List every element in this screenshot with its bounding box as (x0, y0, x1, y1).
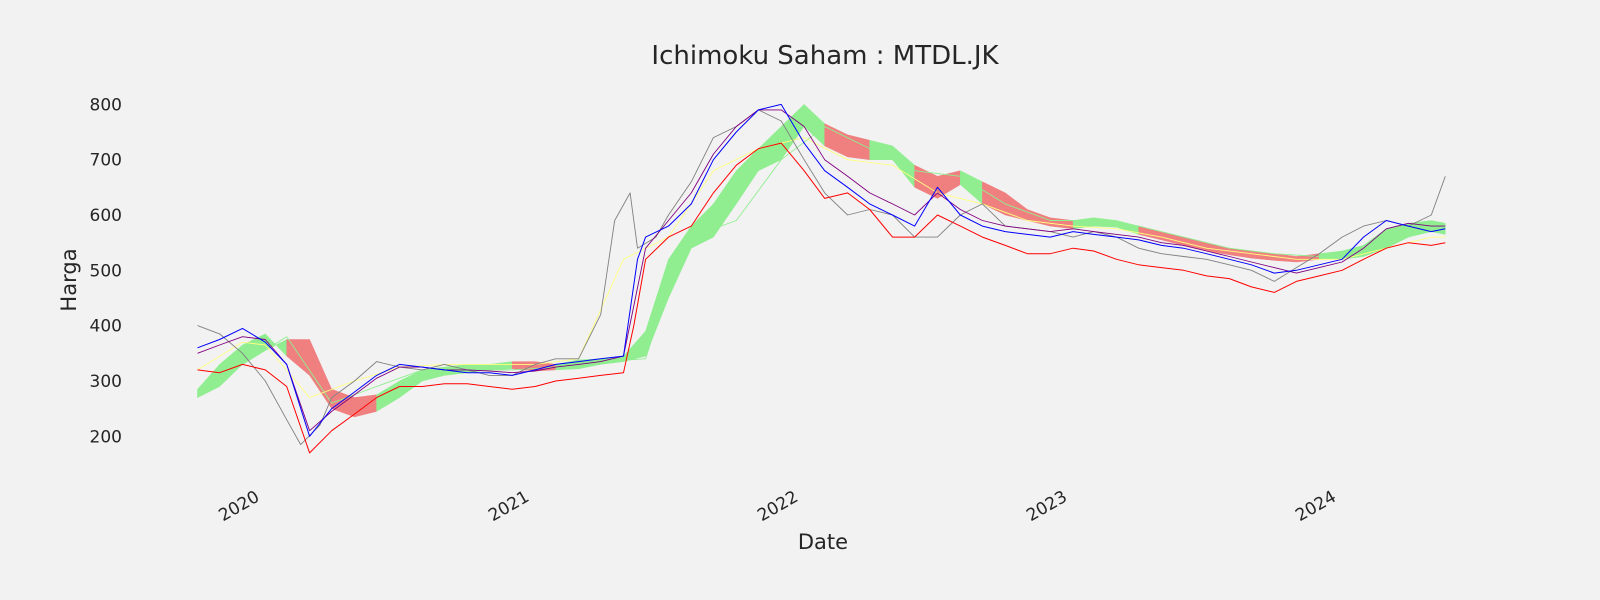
series-line-senkou-b (197, 137, 1446, 399)
y-tick-label: 700 (90, 151, 122, 171)
series-line-tenkan (197, 103, 1446, 437)
y-tick-label: 500 (90, 261, 122, 281)
y-tick-label: 600 (90, 206, 122, 226)
series-line-chikou (197, 142, 1446, 454)
y-axis: 200 300 400 500 600 700 800 (90, 95, 122, 447)
y-tick-label: 400 (90, 317, 122, 337)
series-line-kijun (197, 109, 1446, 432)
chart-title: Ichimoku Saham : MTDL.JK (651, 41, 999, 71)
series-line-senkou-a (197, 126, 1446, 404)
y-tick-label: 800 (90, 95, 122, 115)
y-tick-label: 300 (90, 372, 122, 392)
y-tick-label: 200 (90, 427, 122, 447)
lines-layer (197, 103, 1446, 454)
x-axis-label: Date (798, 530, 848, 554)
y-axis-label: Harga (57, 248, 81, 311)
